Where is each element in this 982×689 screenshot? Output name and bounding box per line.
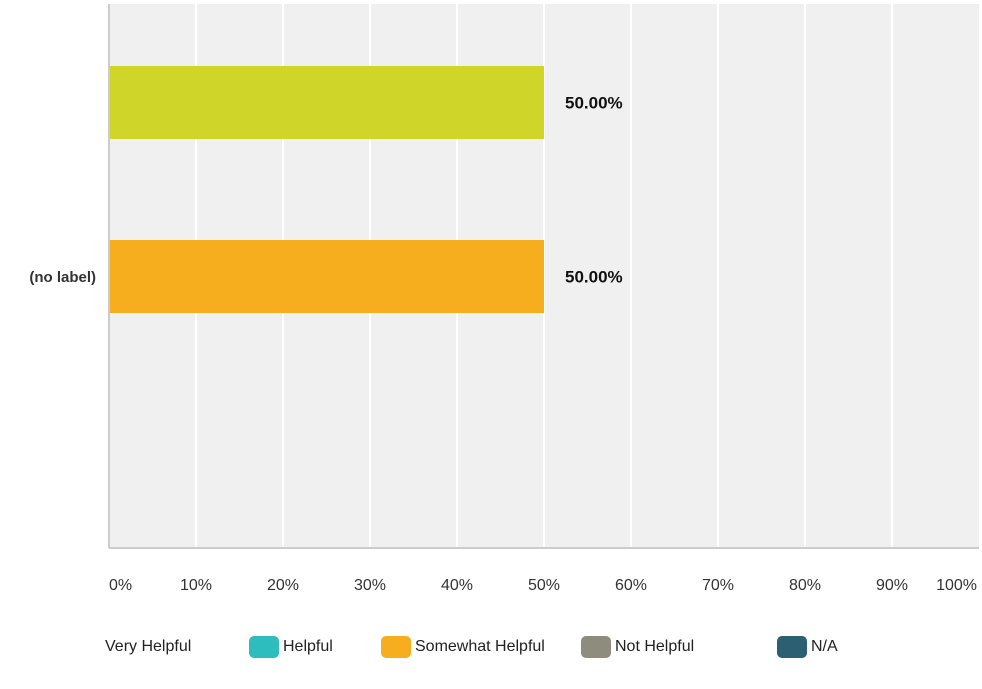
category-label: (no label): [29, 269, 96, 286]
x-tick-label: 0%: [109, 577, 132, 594]
x-tick-label: 70%: [702, 577, 734, 594]
x-tick-label: 10%: [180, 577, 212, 594]
x-tick-label: 30%: [354, 577, 386, 594]
legend-label: Helpful: [283, 638, 333, 655]
data-label: 50.00%: [565, 268, 623, 287]
x-tick-label: 40%: [441, 577, 473, 594]
legend-label: Not Helpful: [615, 638, 695, 655]
x-tick-label: 20%: [267, 577, 299, 594]
x-tick-label: 100%: [936, 577, 977, 594]
legend-item[interactable]: Not Helpful: [581, 630, 694, 664]
bar-very-helpful: [109, 66, 544, 139]
legend-swatch: [777, 636, 807, 658]
x-tick-label: 50%: [528, 577, 560, 594]
legend-swatch: [381, 636, 411, 658]
x-tick-label: 90%: [876, 577, 908, 594]
legend-item[interactable]: N/A: [777, 630, 838, 664]
legend-swatch: [249, 636, 279, 658]
x-tick-label: 80%: [789, 577, 821, 594]
data-label: 50.00%: [565, 94, 623, 113]
legend-item[interactable]: Helpful: [249, 630, 333, 664]
legend-item[interactable]: Very Helpful: [105, 630, 191, 664]
bars: [109, 66, 544, 313]
bar-somewhat-helpful: [109, 240, 544, 313]
legend-label: N/A: [811, 638, 838, 655]
data-labels: 50.00% 50.00%: [565, 94, 623, 287]
x-tick-label: 60%: [615, 577, 647, 594]
x-axis: 0% 10% 20% 30% 40% 50% 60% 70% 80% 90% 100%: [108, 4, 979, 594]
legend: Very Helpful Helpful Somewhat Helpful Not H…: [0, 630, 982, 664]
legend-item[interactable]: Somewhat Helpful: [381, 630, 545, 664]
legend-label: Very Helpful: [105, 638, 192, 655]
category-labels: (no label): [29, 269, 96, 286]
legend-swatch: [581, 636, 611, 658]
legend-label: Somewhat Helpful: [415, 638, 545, 655]
